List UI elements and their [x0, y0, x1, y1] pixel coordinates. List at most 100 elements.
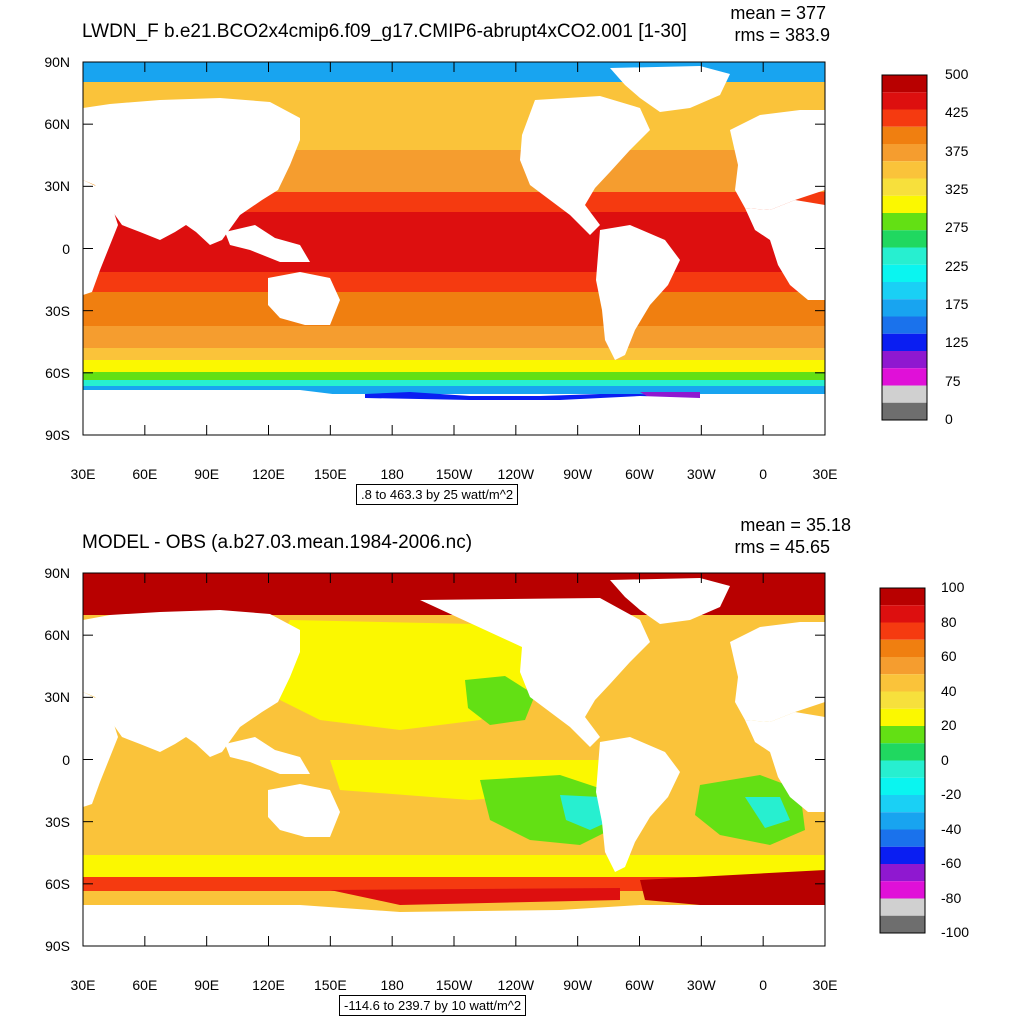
field-band-s70 [83, 386, 825, 394]
colorbar-box [880, 829, 925, 847]
field-spac-green [480, 775, 610, 845]
lon-tick-label: 180 [380, 977, 404, 993]
lat-tick-label: 60N [44, 627, 70, 644]
colorbar-frame [879, 587, 926, 934]
colorbar-box [880, 622, 925, 640]
colorbar-label: -80 [941, 889, 962, 906]
land-south-america [596, 225, 680, 360]
land-eurasia [83, 98, 300, 245]
land-africa-west [745, 712, 825, 812]
lon-tick-label: 120E [252, 466, 285, 482]
land-greenland [610, 578, 730, 624]
colorbar-box [882, 126, 927, 144]
colorbar-box [880, 588, 925, 606]
lon-tick-label: 60W [625, 466, 654, 482]
field-so-red [83, 877, 825, 891]
colorbar-box [882, 351, 927, 369]
lon-tick-label: 120W [497, 977, 535, 993]
colorbar-box [882, 333, 927, 351]
panel-title: MODEL - OBS (a.b27.03.mean.1984-2006.nc) [82, 532, 473, 553]
colorbar-box [882, 144, 927, 162]
land-eurasia [83, 610, 300, 757]
colorbar-box [882, 109, 927, 127]
colorbar-label: -60 [941, 855, 962, 871]
colorbar [881, 74, 928, 421]
lat-tick-label: 30S [45, 813, 70, 830]
lon-tick-label: 30E [812, 466, 838, 482]
colorbar-label: 275 [945, 219, 969, 236]
lon-tick-label: 180 [380, 466, 404, 482]
mean-label: mean = 377 [730, 3, 826, 23]
lat-tick-label: 60N [44, 116, 70, 133]
colorbar-box [880, 605, 925, 623]
colorbar-box [880, 708, 925, 726]
lon-tick-label: 30E [812, 977, 838, 993]
lat-tick-label: 30N [44, 689, 70, 706]
colorbar-box [880, 691, 925, 709]
land-africa-east [83, 692, 118, 807]
colorbar-box [880, 760, 925, 778]
colorbar-label: 425 [945, 104, 969, 121]
field-band-s55 [83, 360, 825, 372]
rms-label: rms = 45.65 [734, 537, 830, 557]
lon-tick-label: 90E [194, 977, 220, 993]
colorbar-box [882, 195, 927, 213]
colorbar-frame [881, 74, 928, 421]
colorbar-label: 325 [945, 181, 969, 197]
colorbar-box [880, 846, 925, 864]
lat-tick-label: 90N [44, 565, 70, 581]
lwdn-map [82, 61, 826, 436]
field-band-trop-n [83, 192, 825, 212]
lat-tick-label: 60S [45, 875, 70, 892]
lat-tick-label: 90N [44, 54, 70, 70]
colorbar-label: 80 [941, 613, 957, 630]
colorbar-box [880, 898, 925, 916]
colorbar-label: 0 [941, 751, 949, 768]
field-npac-green [465, 676, 535, 725]
lon-tick-label: 120E [252, 977, 285, 993]
colorbar-box [880, 795, 925, 813]
colorbar-label: 0 [945, 411, 953, 427]
colorbar-label: 375 [945, 142, 969, 159]
land-antarctica [83, 905, 825, 946]
colorbar-box [880, 915, 925, 933]
colorbar-box [880, 726, 925, 744]
land-antarctica [83, 390, 825, 435]
colorbar-box [882, 161, 927, 179]
lat-tick-label: 30S [45, 302, 70, 319]
lon-tick-label: 90E [194, 466, 220, 482]
lon-tick-label: 150W [435, 466, 473, 482]
lon-tick-label: 150E [313, 977, 347, 993]
field-so-darkred [640, 870, 825, 905]
colorbar-box [882, 213, 927, 231]
colorbar-box [882, 299, 927, 317]
land-europe-west [730, 110, 825, 210]
colorbar-label: 20 [941, 717, 957, 733]
lon-tick-label: 150W [435, 977, 473, 993]
panel-title: LWDN_F b.e21.BCO2x4cmip6.f09_g17.CMIP6-a… [82, 21, 687, 42]
land-australia [268, 784, 340, 837]
land-north-america [520, 96, 650, 235]
range-label: .8 to 463.3 by 25 watt/m^2 [356, 484, 519, 505]
panel-lwdn: LWDN_F b.e21.BCO2x4cmip6.f09_g17.CMIP6-a… [44, 3, 969, 505]
land-africa-east [83, 180, 118, 295]
colorbar-label: 175 [945, 296, 969, 312]
lon-tick-label: 30E [70, 466, 96, 482]
colorbar-box [882, 316, 927, 334]
lat-tick-label: 30N [44, 178, 70, 195]
lon-tick-label: 90W [563, 977, 593, 993]
colorbar-box [880, 657, 925, 675]
lon-tick-label: 60W [625, 977, 654, 993]
field-band-ssub [83, 292, 825, 326]
colorbar-box [880, 812, 925, 830]
field-band-s65 [83, 380, 825, 386]
field-so-darkred-w [330, 888, 620, 905]
colorbar-label: 60 [941, 648, 957, 664]
colorbar-box [882, 402, 927, 420]
colorbar-label: -20 [941, 786, 962, 802]
lon-tick-label: 120W [497, 466, 535, 482]
colorbar-box [882, 178, 927, 196]
colorbar-label: 75 [945, 372, 961, 389]
lon-tick-label: 90W [563, 466, 593, 482]
